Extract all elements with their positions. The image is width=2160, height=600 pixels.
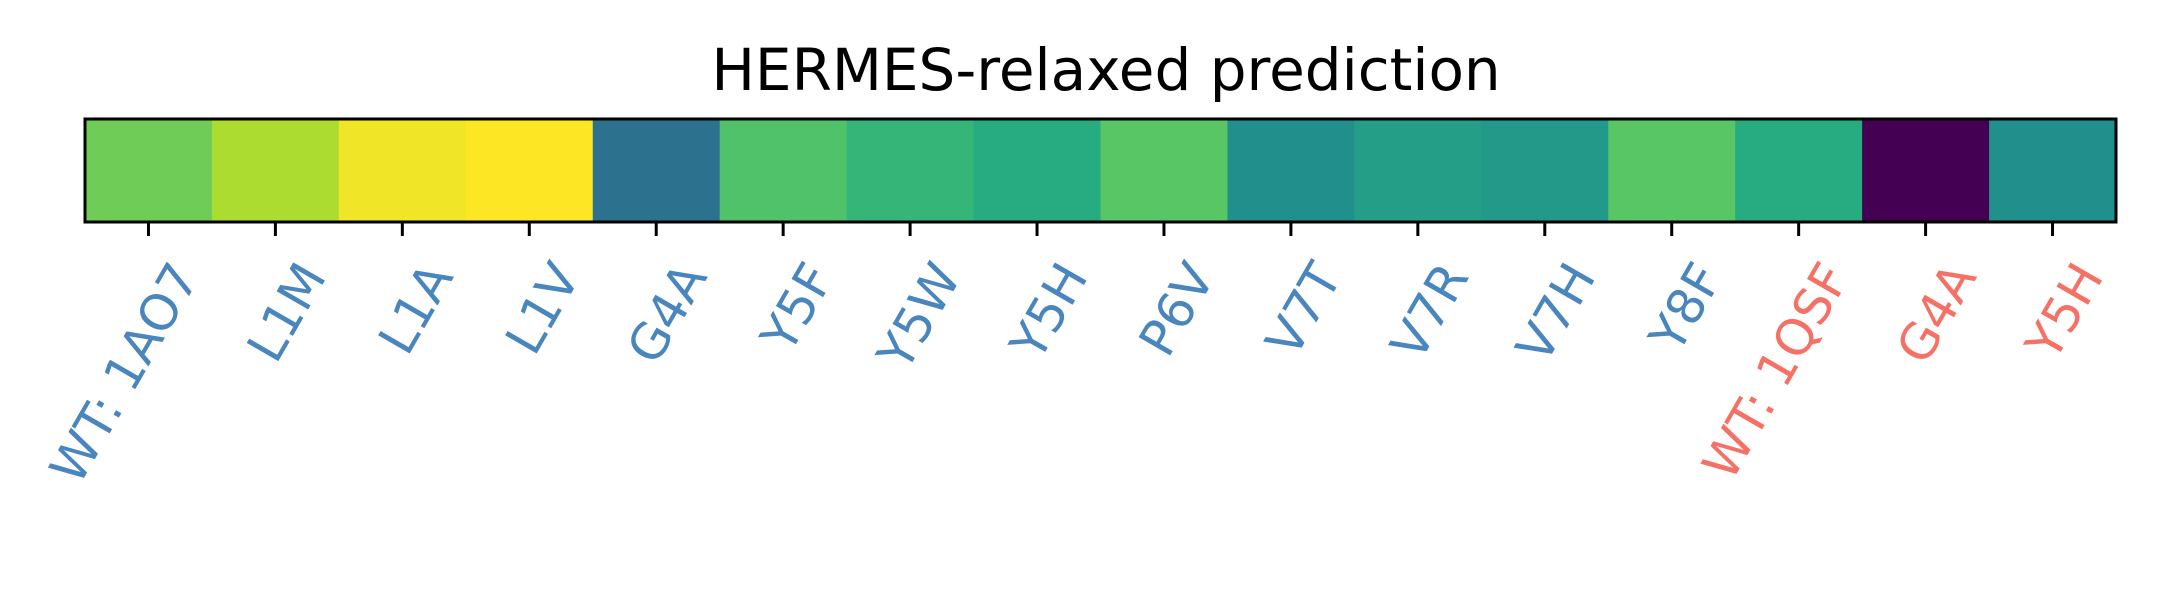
x-tick-label: V7R: [1379, 253, 1480, 369]
heatmap-cell: [719, 119, 848, 222]
x-tick-label: Y5W: [866, 253, 973, 380]
heatmap-cell: [1100, 119, 1229, 222]
heatmap-frame: [83, 117, 2118, 224]
x-tick-label: P6V: [1128, 253, 1226, 365]
x-axis-tick-labels: WT: 1AO7 L1M L1A L1V G4A Y5F Y5W Y5H P6V V7T V7R V7…: [39, 253, 2115, 493]
heatmap-cell: [211, 119, 340, 222]
x-tick-label: V7H: [1505, 253, 1607, 372]
x-tick-label: L1M: [236, 253, 338, 371]
heatmap-cell: [1989, 119, 2117, 222]
x-tick-label: L1V: [494, 253, 591, 363]
x-tick-label: WT: 1AO7: [39, 253, 211, 493]
heatmap-cell: [465, 119, 594, 222]
x-tick-label: L1A: [367, 253, 464, 363]
x-axis-ticks: [146, 222, 2055, 236]
x-tick-label: Y5H: [2014, 253, 2115, 369]
chart-title: HERMES-relaxed prediction: [711, 36, 1500, 104]
heatmap-cell: [338, 119, 467, 222]
heatmap-cell: [1354, 119, 1482, 222]
x-tick-label: G4A: [1885, 253, 1988, 373]
heatmap-cell: [592, 119, 721, 222]
x-tick-label: Y5H: [999, 253, 1100, 369]
x-tick-label: Y8F: [1638, 253, 1734, 362]
x-tick-label: V7T: [1255, 253, 1354, 366]
x-tick-label: G4A: [616, 253, 719, 373]
heatmap-cell: [1735, 119, 1863, 222]
x-tick-label: Y5F: [749, 253, 845, 362]
heatmap-cell: [85, 119, 213, 222]
heatmap-cell: [1608, 119, 1736, 222]
heatmap-cell: [1227, 119, 1355, 222]
heatmap-cell: [1862, 119, 1990, 222]
heatmap-cells: [85, 119, 2117, 222]
heatmap-cell: [1481, 119, 1609, 222]
heatmap-cell: [846, 119, 975, 222]
heatmap-cell: [973, 119, 1102, 222]
